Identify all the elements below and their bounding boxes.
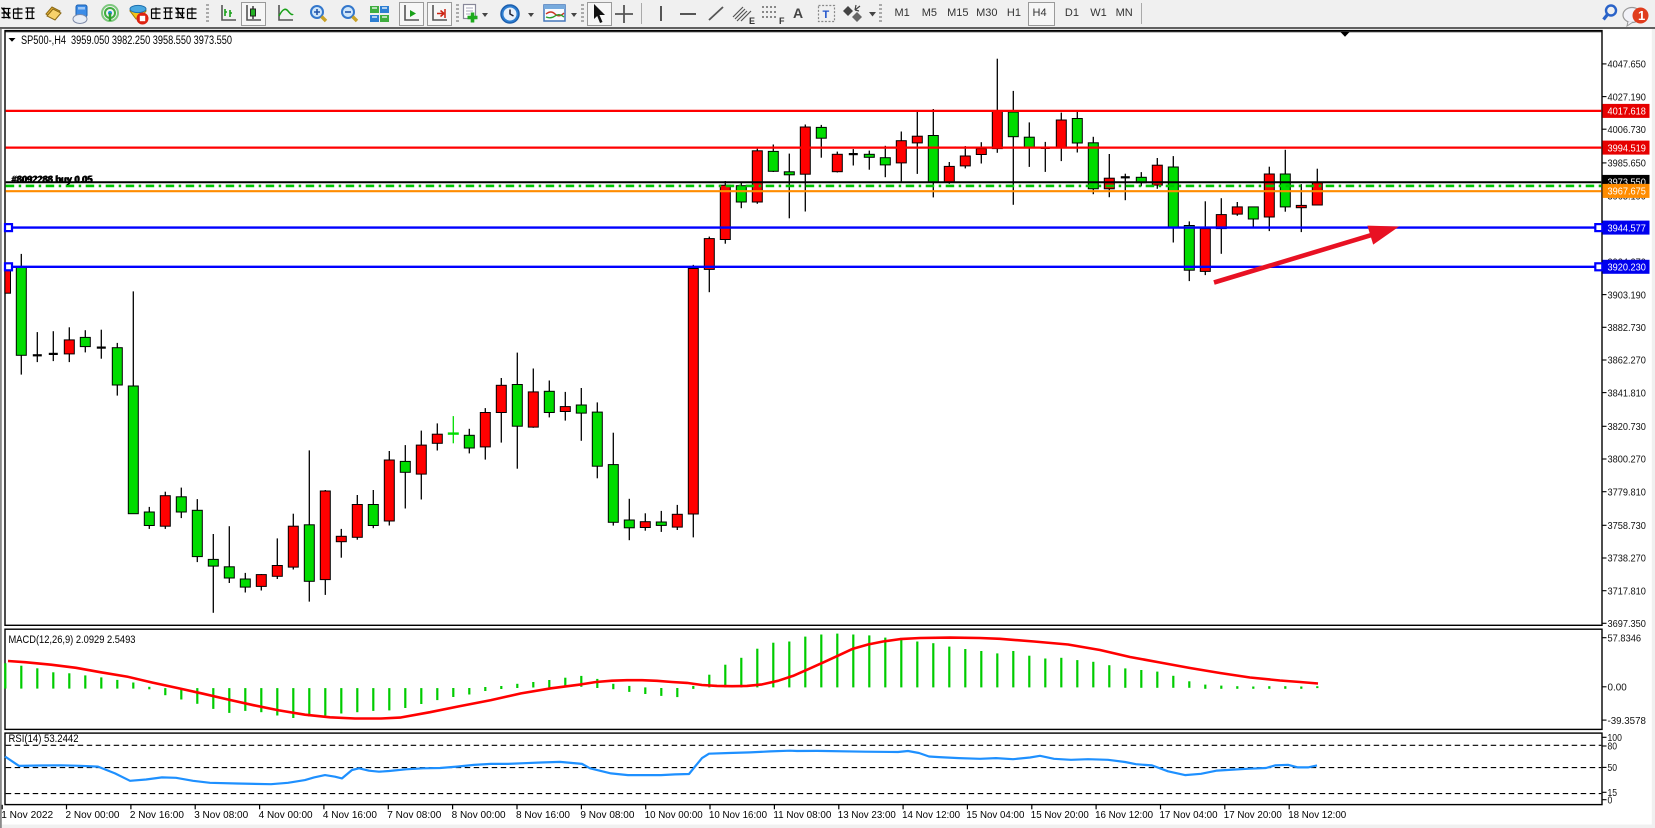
svg-text:57.8346: 57.8346 xyxy=(1608,632,1642,644)
svg-text:15 Nov 04:00: 15 Nov 04:00 xyxy=(966,809,1024,821)
svg-text:17 Nov 20:00: 17 Nov 20:00 xyxy=(1224,809,1282,821)
svg-text:T: T xyxy=(823,9,830,21)
svg-text:3882.730: 3882.730 xyxy=(1608,322,1647,334)
svg-text:3 Nov 08:00: 3 Nov 08:00 xyxy=(194,809,248,821)
svg-text:E: E xyxy=(749,16,755,26)
svg-text:17 Nov 04:00: 17 Nov 04:00 xyxy=(1160,809,1218,821)
svg-text:3841.810: 3841.810 xyxy=(1608,387,1647,399)
svg-text:8 Nov 16:00: 8 Nov 16:00 xyxy=(516,809,570,821)
svg-text:#8092288 buy 0.05: #8092288 buy 0.05 xyxy=(12,173,93,185)
svg-text:13 Nov 23:00: 13 Nov 23:00 xyxy=(838,809,896,821)
svg-text:3862.270: 3862.270 xyxy=(1608,355,1647,367)
svg-text:3717.810: 3717.810 xyxy=(1608,585,1647,597)
svg-text:3779.810: 3779.810 xyxy=(1608,486,1647,498)
svg-text:3697.350: 3697.350 xyxy=(1608,618,1647,630)
svg-text:3758.730: 3758.730 xyxy=(1608,520,1647,532)
svg-text:-39.3578: -39.3578 xyxy=(1608,715,1647,727)
svg-text:3738.270: 3738.270 xyxy=(1608,553,1647,565)
svg-text:1 Nov 2022: 1 Nov 2022 xyxy=(1,809,53,821)
svg-text:18 Nov 12:00: 18 Nov 12:00 xyxy=(1288,809,1346,821)
svg-text:15: 15 xyxy=(1608,787,1618,799)
svg-text:1: 1 xyxy=(1638,8,1645,23)
svg-text:#8092288 buy 0.05: #8092288 buy 0.05 xyxy=(11,174,92,186)
svg-text:MACD(12,26,9) 2.0929 2.5493: MACD(12,26,9) 2.0929 2.5493 xyxy=(9,634,136,646)
svg-text:3994.519: 3994.519 xyxy=(1608,142,1647,154)
svg-text:4027.190: 4027.190 xyxy=(1608,91,1647,103)
svg-text:3820.730: 3820.730 xyxy=(1608,421,1647,433)
svg-text:3903.190: 3903.190 xyxy=(1608,289,1647,301)
svg-text:4006.730: 4006.730 xyxy=(1608,124,1647,136)
svg-text:4 Nov 00:00: 4 Nov 00:00 xyxy=(259,809,313,821)
svg-text:3800.270: 3800.270 xyxy=(1608,454,1647,466)
svg-text:4047.650: 4047.650 xyxy=(1608,59,1647,71)
svg-text:3920.230: 3920.230 xyxy=(1608,262,1647,274)
svg-text:7 Nov 08:00: 7 Nov 08:00 xyxy=(387,809,441,821)
svg-text:16 Nov 12:00: 16 Nov 12:00 xyxy=(1095,809,1153,821)
svg-text:4 Nov 16:00: 4 Nov 16:00 xyxy=(323,809,377,821)
svg-text:0: 0 xyxy=(1608,794,1613,806)
svg-text:RSI(14) 53.2442: RSI(14) 53.2442 xyxy=(9,733,79,745)
svg-text:3944.577: 3944.577 xyxy=(1608,222,1647,234)
svg-text:2 Nov 16:00: 2 Nov 16:00 xyxy=(130,809,184,821)
svg-text:11 Nov 08:00: 11 Nov 08:00 xyxy=(773,809,831,821)
svg-text:4017.618: 4017.618 xyxy=(1608,106,1647,118)
svg-text:80: 80 xyxy=(1608,741,1618,753)
svg-text:3967.675: 3967.675 xyxy=(1608,186,1647,198)
svg-text:F: F xyxy=(779,16,785,26)
svg-text:15 Nov 20:00: 15 Nov 20:00 xyxy=(1031,809,1089,821)
svg-text:3985.650: 3985.650 xyxy=(1608,158,1647,170)
svg-text:10 Nov 00:00: 10 Nov 00:00 xyxy=(645,809,703,821)
svg-text:2 Nov 00:00: 2 Nov 00:00 xyxy=(66,809,120,821)
svg-text:0.00: 0.00 xyxy=(1608,682,1627,694)
svg-text:14 Nov 12:00: 14 Nov 12:00 xyxy=(902,809,960,821)
svg-text:8 Nov 00:00: 8 Nov 00:00 xyxy=(452,809,506,821)
svg-text:10 Nov 16:00: 10 Nov 16:00 xyxy=(709,809,767,821)
svg-text:100: 100 xyxy=(1608,732,1623,744)
svg-text:SP500-,H4 3959.050 3982.250 3: SP500-,H4 3959.050 3982.250 3958.550 397… xyxy=(21,35,232,47)
svg-text:50: 50 xyxy=(1608,762,1618,774)
svg-text:9 Nov 08:00: 9 Nov 08:00 xyxy=(580,809,634,821)
